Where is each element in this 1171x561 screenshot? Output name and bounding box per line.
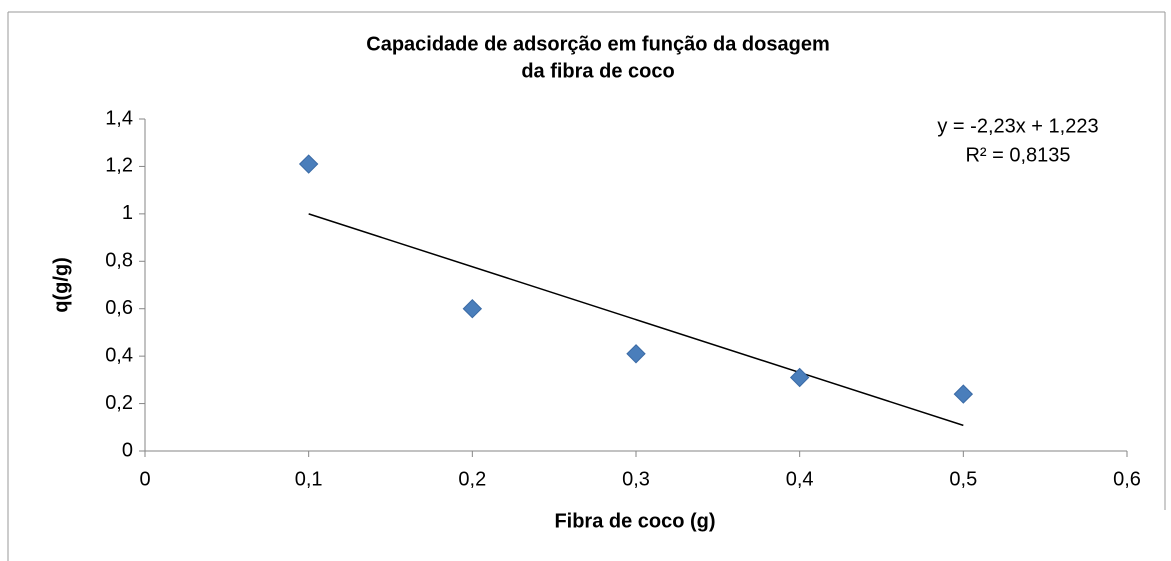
y-tick-label: 0,8	[105, 250, 133, 272]
y-axis-title: q(g/g)	[50, 257, 72, 313]
x-tick-label: 0,1	[295, 468, 323, 490]
y-tick-label: 1,2	[105, 155, 133, 177]
point	[462, 299, 483, 319]
point	[953, 384, 974, 404]
trendline	[308, 213, 964, 427]
chart-title: Capacidade de adsorção em função da dosa…	[366, 33, 829, 55]
y-tick-label: 1	[122, 202, 133, 224]
point	[298, 154, 319, 174]
y-tick-label: 1,4	[105, 107, 133, 129]
y-tick-label: 0,2	[105, 392, 133, 414]
x-tick-label: 0	[139, 468, 150, 490]
point	[626, 344, 646, 364]
x-tick-label: 0,6	[1113, 468, 1141, 490]
x-tick-label: 0,2	[458, 468, 486, 490]
y-tick-label: 0,6	[105, 297, 133, 319]
x-tick-label: 0,3	[622, 468, 650, 490]
x-axis-title: Fibra de coco (g)	[554, 510, 715, 532]
y-tick-label: 0	[122, 439, 133, 461]
x-tick-label: 0,5	[949, 468, 977, 490]
point	[789, 367, 810, 388]
y-tick-label: 0,4	[105, 344, 133, 366]
chart-title: da fibra de coco	[521, 60, 674, 82]
x-tick-label: 0,4	[786, 468, 814, 490]
trend-equation: y = -2,23x + 1,223	[937, 115, 1098, 137]
trend-r-squared: R² = 0,8135	[965, 144, 1070, 166]
